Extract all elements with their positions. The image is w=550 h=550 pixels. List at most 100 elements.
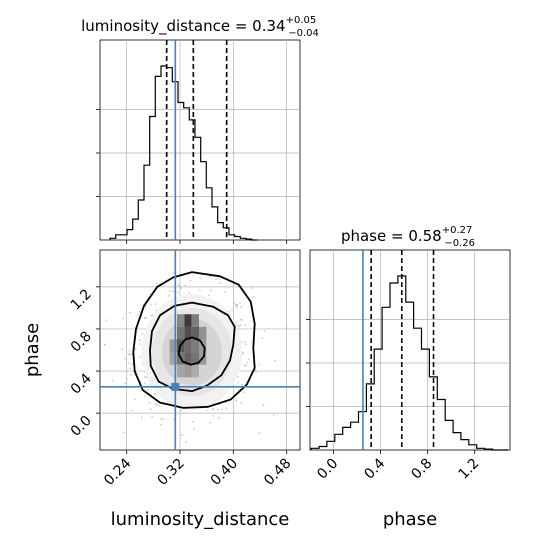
title-phase-plus: +0.27 [442,225,473,236]
scatter-point [234,304,237,306]
scatter-point [103,343,106,346]
density-cell [177,314,185,327]
scatter-point [150,304,152,307]
scatter-point [137,314,139,316]
contour-0 [149,301,236,393]
scatter-point [252,296,255,298]
scatter-point [239,302,241,304]
density-cell [184,339,192,353]
scatter-point [246,361,249,364]
tick-label-phase-x-3: 1.2 [455,456,482,483]
title-phase-main: phase = 0.58 [341,227,442,245]
scatter-point [239,324,242,327]
density-cell [191,352,199,365]
scatter-point [241,383,244,386]
scatter-point [121,348,124,351]
scatter-point [124,382,127,385]
x-axis-title-phase: phase [383,509,437,530]
scatter-point [238,325,241,327]
scatter-point [143,382,146,385]
scatter-point [188,292,191,294]
scatter-point [180,410,183,412]
y-axis-title-phase: phase [22,323,43,377]
scatter-point [128,362,131,365]
scatter-point [131,409,134,412]
scatter-point [180,287,182,289]
scatter-point [138,311,141,313]
density-cell [191,326,199,340]
scatter-point [247,358,250,361]
hist-phase [310,275,509,451]
scatter-point [150,314,153,317]
scatter-point [177,284,180,286]
density-cell [184,326,192,340]
scatter-point [225,407,228,410]
scatter-point [216,408,219,411]
scatter-point [158,405,161,407]
scatter-point [208,294,210,297]
scatter-point [242,352,245,355]
scatter-point [145,316,148,319]
scatter-point [134,348,137,350]
scatter-point [261,337,264,339]
scatter-point [129,311,132,314]
scatter-point [134,398,136,401]
density-cell [191,364,199,378]
scatter-point [209,289,212,292]
scatter-point [155,402,157,405]
scatter-point [251,287,254,289]
density-cell [191,314,199,327]
scatter-point [176,291,179,294]
contour-2 [177,336,206,366]
density-cell [184,364,192,378]
scatter-point [215,278,218,281]
scatter-point [111,379,114,382]
scatter-point [189,279,192,282]
scatter-point [172,418,175,421]
density-cell [169,352,177,365]
scatter-point [139,343,141,345]
scatter-point [239,318,242,321]
panel-scatter-2d [99,249,301,451]
scatter-point [148,401,151,404]
scatter-point [218,277,220,280]
scatter-point [127,353,130,356]
scatter-point [125,377,128,380]
scatter-point [258,363,261,366]
scatter-point [141,333,144,335]
title-luminosity-distance-main: luminosity_distance = 0.34 [81,17,285,36]
tick-label-phase-x-0: 0.0 [314,456,341,483]
tick-label-luminosity-distance-2: 0.40 [208,456,241,489]
scatter-point [155,404,158,407]
scatter-point [258,432,261,434]
scatter-point [162,417,165,420]
scatter-point [193,427,195,430]
title-luminosity-distance-plus: +0.05 [286,15,317,26]
tick-label-luminosity-distance-3: 0.48 [261,456,294,489]
scatter-point [219,282,222,284]
x-axis-title-luminosity-distance: luminosity_distance [111,509,290,530]
scatter-point [272,414,275,416]
scatter-point [209,421,212,424]
scatter-point [231,309,234,312]
scatter-point [233,302,236,305]
scatter-point [235,399,238,402]
scatter-point [181,434,184,436]
scatter-point [151,416,154,418]
density-cell [184,314,192,327]
scatter-point [172,272,175,275]
scatter-point [124,357,126,360]
scatter-point [155,282,158,285]
scatter-point [212,415,215,417]
scatter-point [237,375,240,378]
scatter-point [241,319,243,321]
title-luminosity-distance-minus: −0.04 [288,28,319,39]
scatter-point [218,416,221,419]
scatter-point [254,369,257,371]
tick-label-phase-y-3: 1.2 [68,286,95,313]
scatter-point [168,290,171,292]
scatter-point [245,343,247,346]
scatter-point [147,389,149,391]
scatter-point [274,359,277,362]
scatter-point [243,364,246,367]
